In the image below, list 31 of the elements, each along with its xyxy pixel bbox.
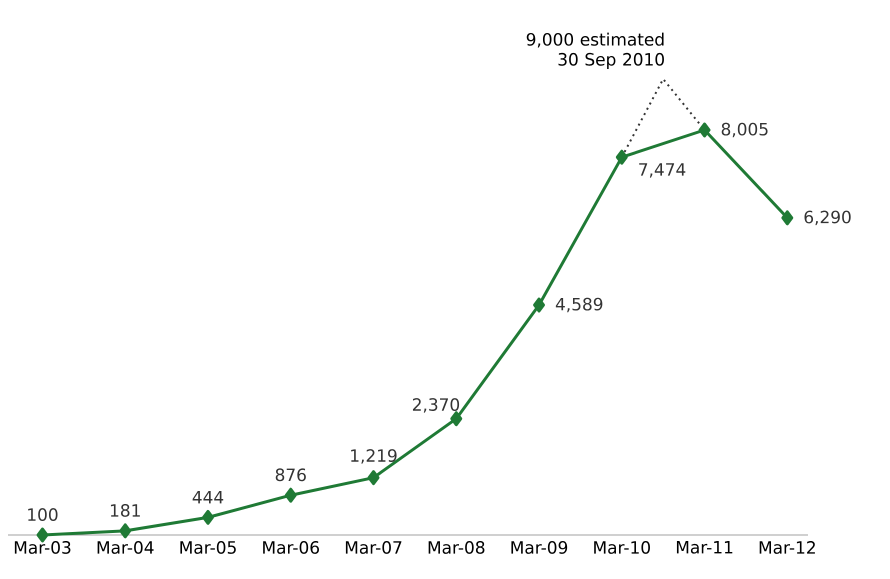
point [368,470,380,486]
data-label: 4,589 [556,298,602,312]
point [36,528,48,542]
data-label: 1,219 [351,449,397,464]
annotation: 9,000 estimated 30 Sep 2010 [526,32,664,69]
x-tick-label: Mar-03 [14,541,70,554]
data-label: 7,474 [639,163,686,178]
x-tick-label: Mar-05 [180,541,236,554]
data-label: 181 [110,504,140,517]
point [698,122,711,138]
point [450,411,462,426]
data-label: 100 [28,508,58,521]
x-tick-label: Mar-11 [676,541,732,554]
data-label: 876 [276,468,306,482]
data-label: 8,005 [722,122,768,138]
x-tick-label: Mar-10 [594,541,650,554]
data-label: 2,370 [412,398,460,413]
point [781,210,794,226]
x-tick-label: Mar-12 [760,541,815,554]
x-tick-label: Mar-09 [511,541,568,554]
point [202,510,214,525]
x-tick-label: Mar-08 [428,541,484,554]
x-tick-label: Mar-04 [98,541,154,554]
point [119,523,132,538]
x-tick-label: Mar-07 [346,541,402,554]
point [616,150,628,165]
point [284,488,297,503]
point [533,298,546,312]
data-label: 6,290 [804,210,851,226]
data-label: 444 [192,491,224,504]
x-tick-label: Mar-06 [263,541,319,554]
